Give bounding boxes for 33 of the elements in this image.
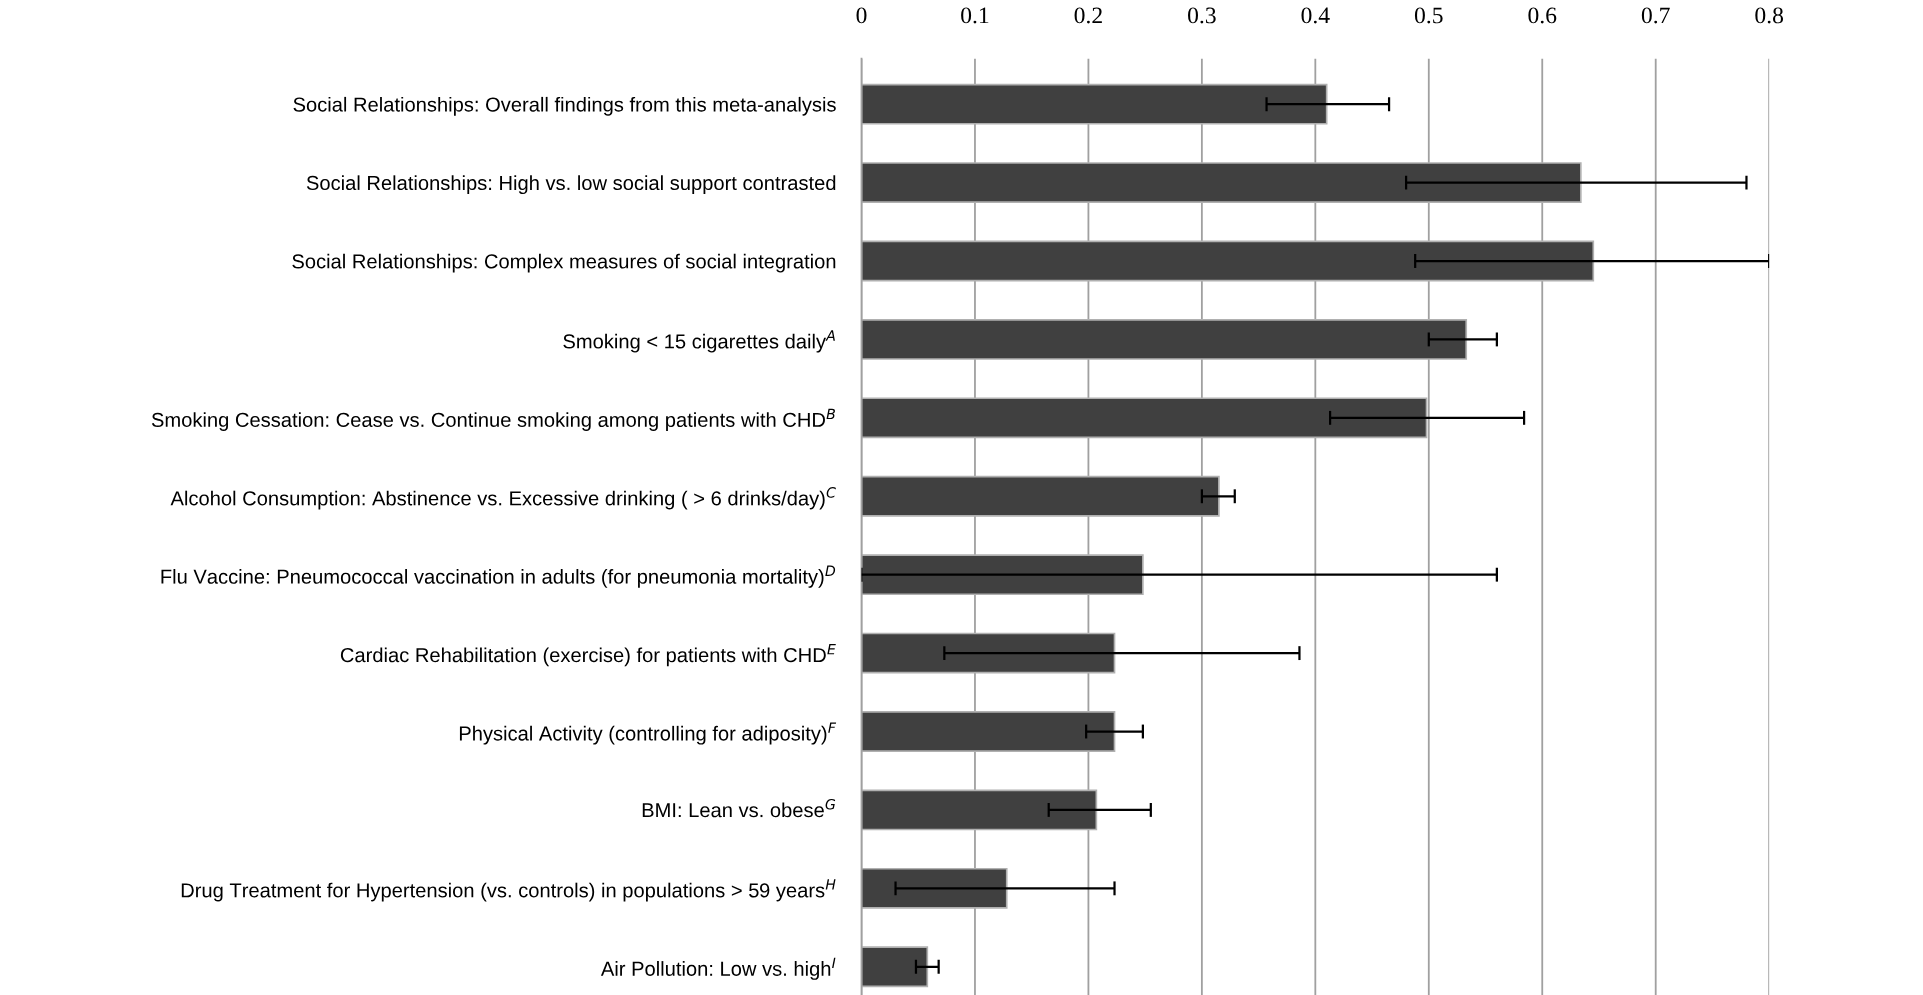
- bar: [861, 162, 1582, 204]
- bar: [861, 789, 1098, 831]
- x-tick-label: 0: [856, 7, 867, 24]
- y-tick-label: Alcohol Consumption: Abstinence vs. Excessive drinking ( > 6 drinks/day)$^{C}$: [170, 487, 836, 510]
- bar: [861, 318, 1468, 360]
- bar: [861, 83, 1328, 125]
- y-tick-label: Physical Activity (controlling for adiposity)$^{F}$: [459, 722, 837, 745]
- bar: [861, 711, 1116, 752]
- bar: [861, 554, 1144, 596]
- y-tick-label: Flu Vaccine: Pneumococcal vaccination in adults (for pneumonia mortality)$^{D}$: [161, 565, 836, 588]
- y-tick-label: Social Relationships: Complex measures of social integration: [292, 253, 836, 273]
- y-tick-label: Smoking < 15 cigarettes daily$^{A}$: [563, 330, 835, 353]
- y-tick-label: Social Relationships: Overall findings from this meta-analysis: [293, 96, 836, 116]
- x-tick-label: 0.7: [1641, 7, 1670, 24]
- x-tick-label: 0.1: [961, 7, 989, 24]
- bar: [861, 475, 1220, 517]
- y-tick-label: Smoking Cessation: Cease vs. Continue smoking among patients with CHD$^{B}$: [151, 408, 835, 431]
- x-tick-label: 0.5: [1414, 7, 1443, 24]
- bar: [861, 867, 1008, 909]
- y-tick-label: Drug Treatment for Hypertension (vs. controls) in populations > 59 years$^{H}$: [181, 879, 836, 902]
- x-tick-label: 0.6: [1528, 7, 1557, 24]
- bar: [861, 397, 1428, 439]
- x-tick-label: 0.4: [1301, 7, 1330, 24]
- y-tick-label: Air Pollution: Low vs. high$^{I}$: [600, 957, 836, 980]
- bar: [861, 240, 1595, 282]
- bar: [861, 946, 929, 988]
- y-tick-label: Social Relationships: High vs. low social support contrasted: [306, 175, 836, 195]
- x-tick-label: 0.2: [1074, 7, 1102, 24]
- x-tick-label: 0.3: [1188, 7, 1216, 24]
- bar: [861, 632, 1116, 674]
- x-tick-label: 0.8: [1755, 7, 1784, 24]
- y-tick-label: BMI: Lean vs. obese$^{G}$: [642, 798, 836, 818]
- y-tick-label: Cardiac Rehabilitation (exercise) for patients with CHD$^{E}$: [340, 644, 836, 667]
